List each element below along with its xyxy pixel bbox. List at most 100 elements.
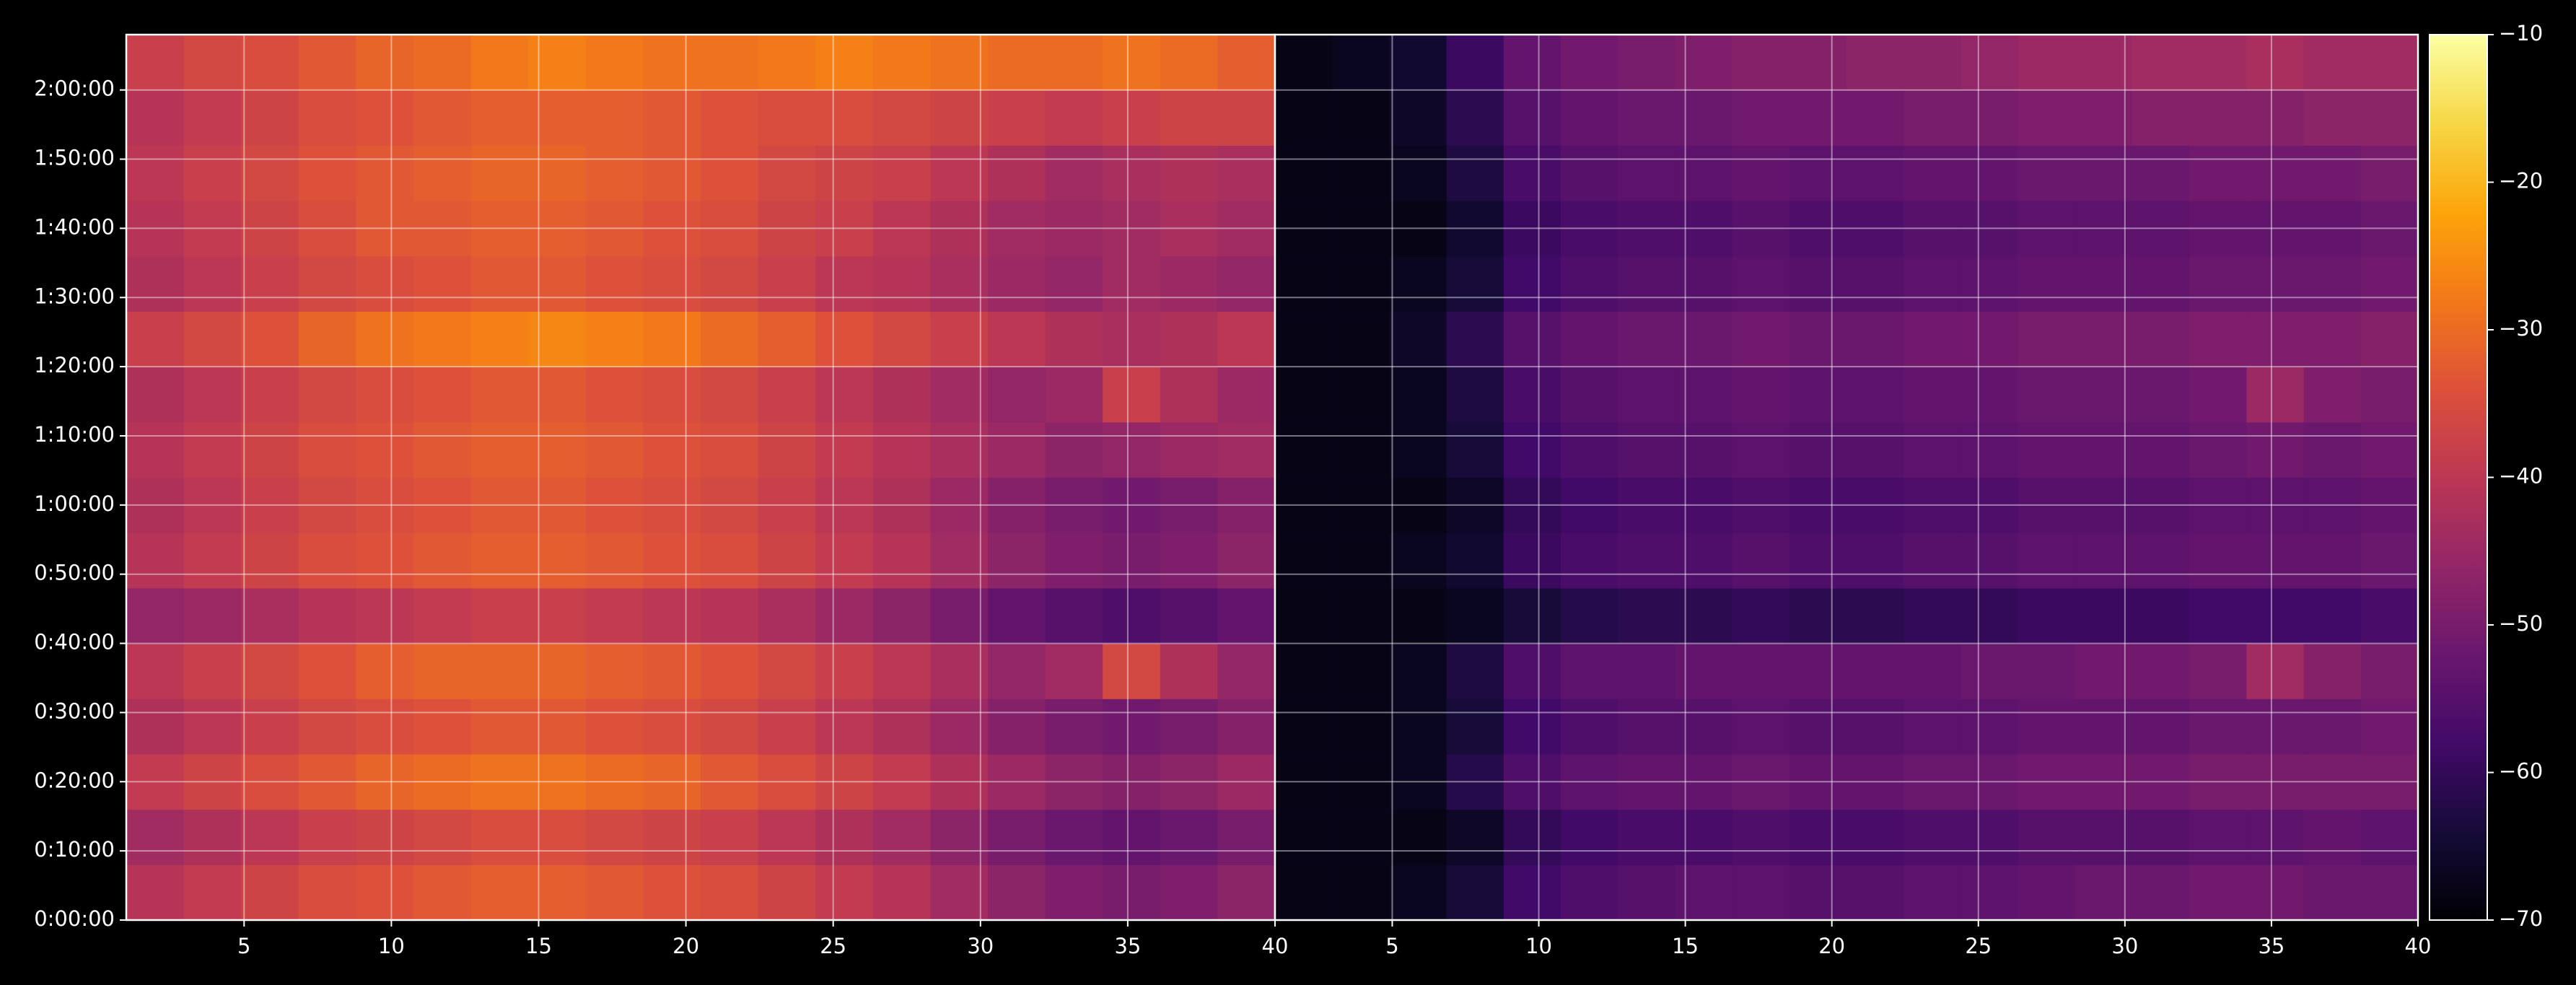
heatmap-cell <box>2360 255 2419 312</box>
heatmap-cell <box>1160 201 1218 257</box>
heatmap-cell <box>1103 587 1161 644</box>
y-tick-label: 0:20:00 <box>34 768 115 792</box>
heatmap-cell <box>2132 809 2190 865</box>
heatmap-cell <box>241 477 299 533</box>
heatmap-cell <box>1503 699 1561 755</box>
heatmap-cell <box>1045 367 1103 423</box>
heatmap-cell <box>643 753 701 810</box>
colorbar-tick-label: −10 <box>2499 21 2543 45</box>
heatmap-cell <box>2189 809 2247 865</box>
heatmap-cell <box>470 477 529 533</box>
heatmap-cell <box>1160 145 1218 201</box>
heatmap-cell <box>1217 533 1276 589</box>
heatmap-cell <box>356 587 414 644</box>
colorbar-tick-label: −40 <box>2499 464 2543 489</box>
heatmap-cell <box>2018 809 2076 865</box>
heatmap-cell <box>643 89 701 146</box>
heatmap-cell <box>1389 809 1447 865</box>
heatmap-cell <box>701 255 759 312</box>
heatmap-cell <box>470 533 529 589</box>
heatmap-cell <box>1675 809 1733 865</box>
heatmap-cell <box>2189 533 2247 589</box>
heatmap-cell <box>298 311 356 367</box>
heatmap-cell <box>2018 699 2076 755</box>
heatmap-cell <box>1675 587 1733 644</box>
heatmap-cell <box>2132 201 2190 257</box>
heatmap-cell <box>1217 201 1276 257</box>
heatmap-cell <box>1160 477 1218 533</box>
heatmap-cell <box>2075 145 2133 201</box>
heatmap-cell <box>2360 145 2419 201</box>
heatmap-cell <box>183 533 242 589</box>
heatmap-cell <box>872 587 931 644</box>
heatmap-cell <box>183 89 242 146</box>
heatmap-cell <box>643 201 701 257</box>
heatmap-cell <box>126 367 185 423</box>
heatmap-cell <box>1045 533 1103 589</box>
heatmap-cell <box>815 89 874 146</box>
heatmap-cell <box>356 477 414 533</box>
heatmap-cell <box>815 477 874 533</box>
heatmap-cell <box>758 35 816 91</box>
heatmap-cell <box>1618 643 1675 699</box>
heatmap-cell <box>758 145 816 201</box>
heatmap-cell <box>1732 89 1790 146</box>
heatmap-cell <box>1961 643 2019 699</box>
heatmap-cell <box>241 421 299 478</box>
heatmap-cell <box>528 367 587 423</box>
heatmap-cell <box>1561 864 1618 921</box>
heatmap-cell <box>2360 421 2419 478</box>
heatmap-cell <box>1961 809 2019 865</box>
heatmap-cell <box>1561 367 1618 423</box>
heatmap-cell <box>1045 864 1103 921</box>
heatmap-cell <box>2246 753 2305 810</box>
heatmap-cell <box>1846 753 1904 810</box>
heatmap-cell <box>1217 699 1276 755</box>
heatmap-cell <box>930 89 989 146</box>
heatmap-cell <box>1217 477 1276 533</box>
heatmap-cell <box>815 201 874 257</box>
heatmap-cell <box>1675 421 1733 478</box>
heatmap-cell <box>758 421 816 478</box>
heatmap-cell <box>930 753 989 810</box>
heatmap-cell <box>528 35 587 91</box>
heatmap-cell <box>241 533 299 589</box>
heatmap-cell <box>2132 587 2190 644</box>
heatmap-cell <box>1732 643 1790 699</box>
heatmap-cell <box>1160 421 1218 478</box>
heatmap-cell <box>2303 533 2362 589</box>
colorbar-tick-label: −50 <box>2499 611 2543 636</box>
heatmap-cell <box>1332 753 1390 810</box>
heatmap-cell <box>2246 587 2305 644</box>
heatmap-cell <box>2246 311 2305 367</box>
y-tick-label: 0:00:00 <box>34 906 115 931</box>
heatmap-cell <box>528 587 587 644</box>
heatmap-cell <box>1732 367 1790 423</box>
heatmap-cell <box>470 255 529 312</box>
heatmap-cell <box>298 367 356 423</box>
heatmap-cell <box>1675 145 1733 201</box>
heatmap-cell <box>2360 864 2419 921</box>
heatmap-cell <box>1618 255 1675 312</box>
heatmap-cell <box>528 699 587 755</box>
heatmap-cell <box>1389 477 1447 533</box>
heatmap-cell <box>1446 145 1504 201</box>
heatmap-cell <box>1275 587 1333 644</box>
heatmap-cell <box>356 699 414 755</box>
heatmap-cell <box>988 477 1046 533</box>
heatmap-cell <box>1446 421 1504 478</box>
heatmap-cell <box>2189 35 2247 91</box>
heatmap-cell <box>1503 311 1561 367</box>
heatmap-cell <box>1618 311 1675 367</box>
heatmap-cell <box>1217 35 1276 91</box>
heatmap-cell <box>1961 587 2019 644</box>
heatmap-cell <box>758 367 816 423</box>
heatmap-cell <box>585 477 644 533</box>
heatmap-cell <box>1389 367 1447 423</box>
heatmap-cell <box>585 864 644 921</box>
heatmap-cell <box>930 643 989 699</box>
heatmap-cell <box>1446 699 1504 755</box>
heatmap-cell <box>643 864 701 921</box>
heatmap-cell <box>2360 753 2419 810</box>
heatmap-cell <box>1561 699 1618 755</box>
